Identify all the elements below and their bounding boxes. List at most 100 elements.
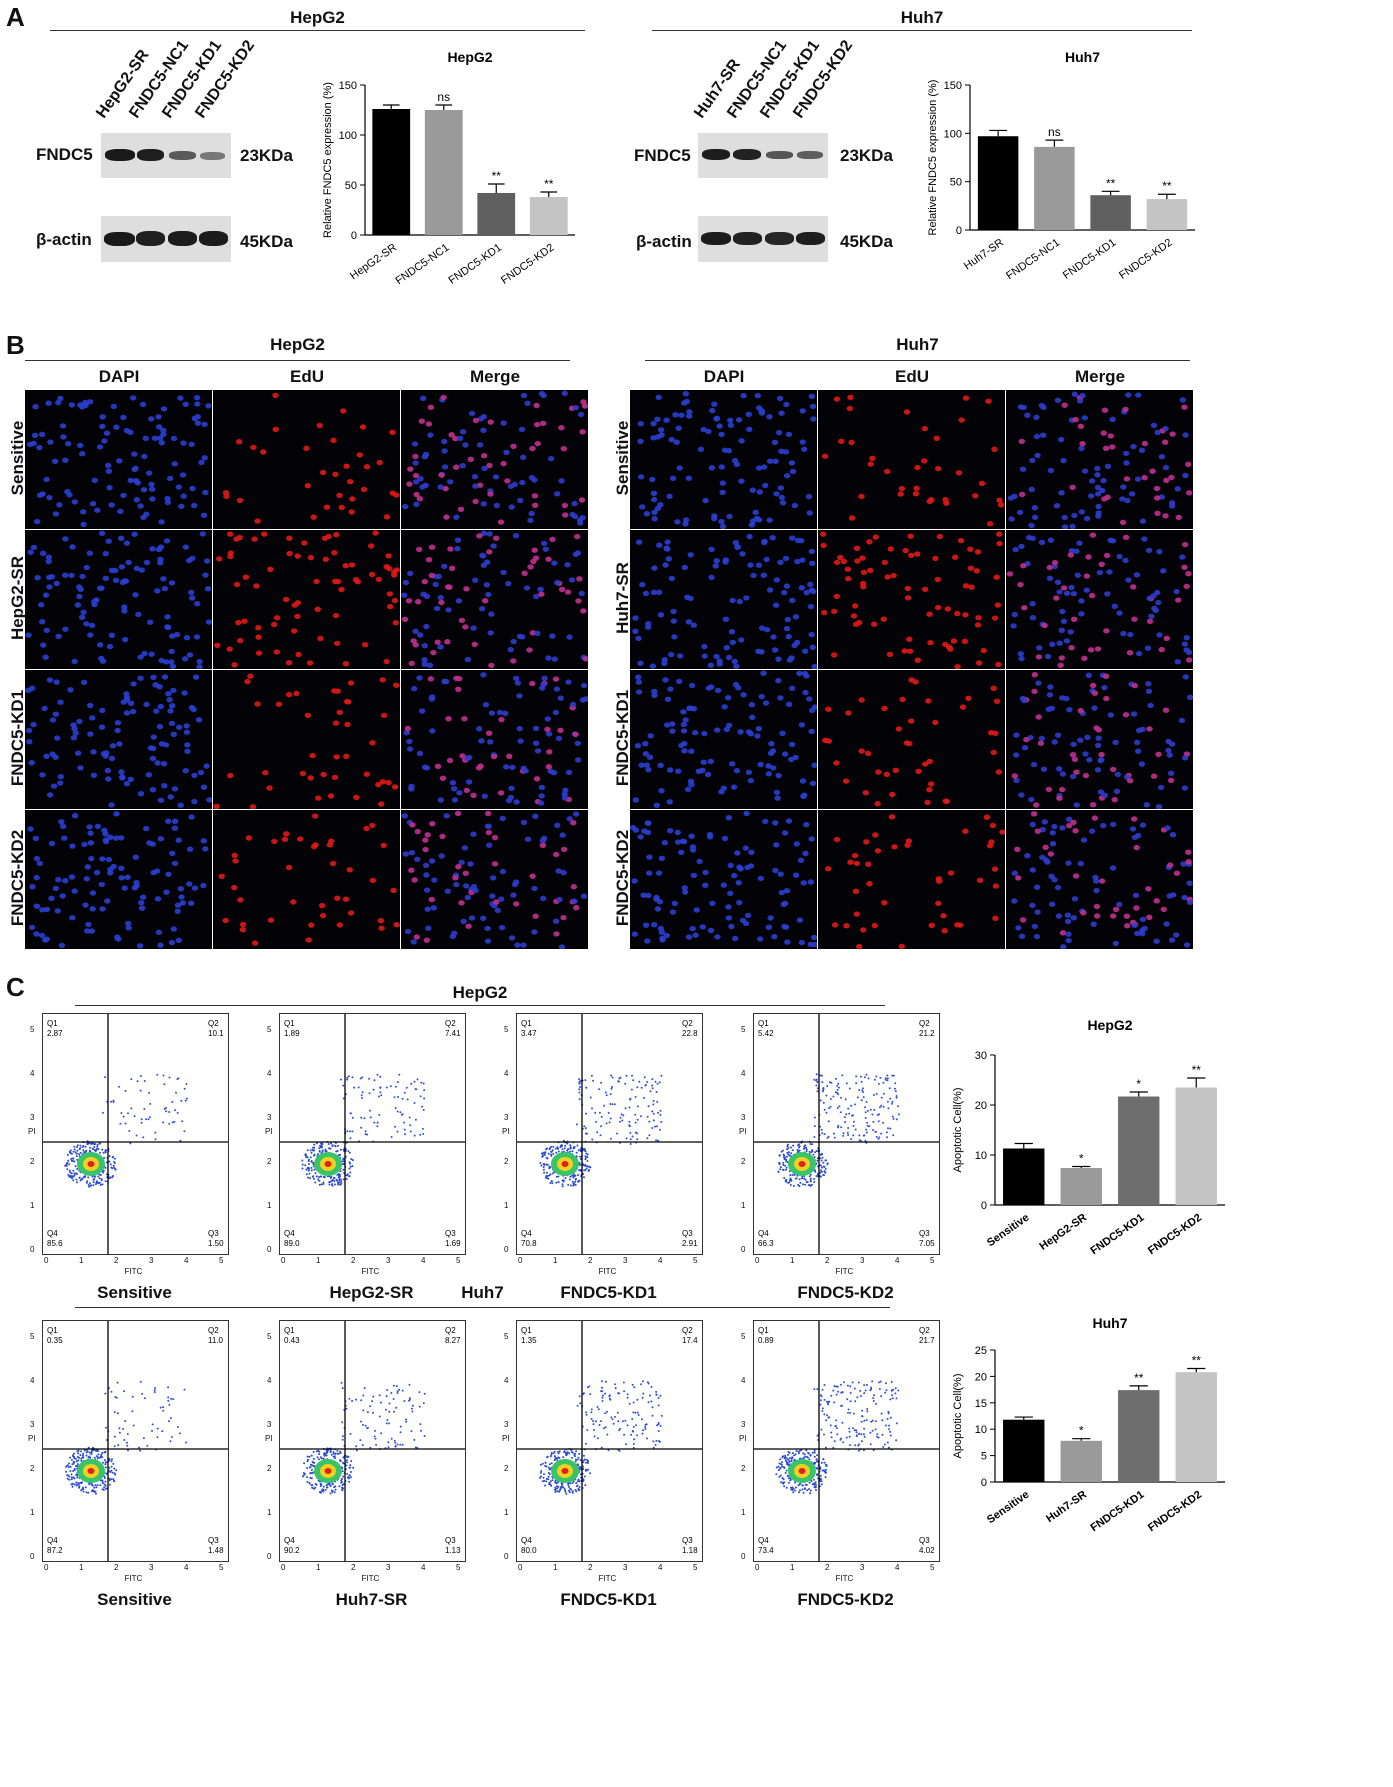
quadrant-name: Q2 <box>208 1019 219 1028</box>
flow-plot: Q1 2.87 Q2 10.1 Q3 1.50 Q4 85.6 <box>42 1013 229 1255</box>
flow-sample-label: FNDC5-KD1 <box>560 1590 657 1609</box>
hepg2-actin-blot <box>101 216 231 262</box>
significance-label: ** <box>1192 1353 1202 1367</box>
quadrant-name: Q1 <box>521 1019 532 1028</box>
flow-y-tick: 4 <box>504 1376 509 1385</box>
chart-title: HepG2 <box>1087 1017 1132 1033</box>
category-label: FNDC5-KD2 <box>1117 237 1174 282</box>
significance-label: ns <box>1048 125 1061 139</box>
flow-y-tick: 0 <box>30 1245 35 1254</box>
flow-x-tick: 5 <box>693 1256 698 1265</box>
micro-column-label: Merge <box>469 367 521 386</box>
flow-y-axis-label: PI <box>502 1127 510 1136</box>
quadrant-value: 85.6 <box>47 1239 63 1248</box>
cell-nuclei <box>1011 672 1193 809</box>
huh7-header-b: Huh7 <box>896 335 939 354</box>
quadrant-name: Q3 <box>445 1536 456 1545</box>
flow-y-tick: 4 <box>504 1069 509 1078</box>
hepg2-header-a: HepG2 <box>290 8 345 27</box>
flow-y-tick: 3 <box>267 1420 272 1429</box>
y-tick-label: 10 <box>975 1150 987 1162</box>
y-tick-label: 50 <box>950 177 962 189</box>
micro-column-label: Merge <box>1074 367 1126 386</box>
flow-y-tick: 2 <box>267 1464 272 1473</box>
flow-y-tick: 3 <box>741 1420 746 1429</box>
cell-nuclei <box>214 530 400 668</box>
bar <box>1060 1168 1102 1205</box>
cell-nuclei <box>825 814 1005 949</box>
quadrant-value: 80.0 <box>521 1546 537 1555</box>
flow-plot: Q1 0.89 Q2 21.7 Q3 4.02 Q4 73.4 <box>753 1320 940 1562</box>
flow-y-tick: 5 <box>741 1332 746 1341</box>
flow-sample-label: FNDC5-KD2 <box>797 1590 894 1609</box>
flow-sample-label: FNDC5-KD1 <box>560 1283 657 1302</box>
quadrant-name: Q4 <box>47 1536 58 1545</box>
flow-x-tick: 1 <box>790 1563 795 1572</box>
quadrant-name: Q2 <box>682 1326 693 1335</box>
flow-plot: Q1 3.47 Q2 22.8 Q3 2.91 Q4 70.8 <box>516 1013 703 1255</box>
quadrant-value: 90.2 <box>284 1546 300 1555</box>
flow-y-tick: 3 <box>504 1113 509 1122</box>
flow-y-tick: 3 <box>30 1420 35 1429</box>
flow-plot: Q1 0.35 Q2 11.0 Q3 1.48 Q4 87.2 <box>42 1320 229 1562</box>
flow-x-tick: 1 <box>553 1563 558 1572</box>
micrograph <box>818 390 1005 529</box>
bar <box>1146 199 1188 230</box>
hepg2-fndc5-size: 23KDa <box>240 146 293 165</box>
category-label: Sensitive <box>985 1489 1031 1527</box>
flow-x-tick: 5 <box>930 1563 935 1572</box>
bar <box>1060 1440 1102 1482</box>
flow-x-tick: 5 <box>219 1256 224 1265</box>
y-tick-label: 25 <box>975 1345 987 1357</box>
flow-x-axis-label: FITC <box>124 1267 143 1276</box>
quadrant-name: Q3 <box>682 1229 693 1238</box>
significance-label: ** <box>1134 1371 1144 1385</box>
quadrant-name: Q4 <box>521 1536 532 1545</box>
huh7-fndc5-blot <box>698 133 828 178</box>
micrograph <box>818 530 1005 669</box>
category-label: FNDC5-KD2 <box>1146 1489 1204 1535</box>
flow-y-tick: 4 <box>267 1376 272 1385</box>
flow-y-tick: 0 <box>267 1245 272 1254</box>
significance-label: ** <box>1192 1063 1202 1077</box>
quadrant-value: 1.69 <box>445 1239 461 1248</box>
flow-x-tick: 4 <box>895 1256 900 1265</box>
y-tick-label: 20 <box>975 1371 987 1383</box>
chart-title: Huh7 <box>1065 49 1100 65</box>
flow-x-tick: 2 <box>825 1256 830 1265</box>
category-label: HepG2-SR <box>1038 1212 1089 1253</box>
flow-x-tick: 0 <box>518 1563 523 1572</box>
flow-x-tick: 4 <box>421 1256 426 1265</box>
significance-label: * <box>1079 1424 1084 1438</box>
flow-y-tick: 0 <box>267 1552 272 1561</box>
cell-nuclei <box>822 677 1003 807</box>
micrograph <box>401 670 588 809</box>
header-line <box>75 1307 890 1308</box>
y-tick-label: 100 <box>339 130 357 142</box>
flow-plot: Q1 1.35 Q2 17.4 Q3 1.18 Q4 80.0 <box>516 1320 703 1562</box>
flow-x-tick: 4 <box>184 1563 189 1572</box>
flow-x-tick: 3 <box>386 1563 391 1572</box>
quadrant-value: 1.18 <box>682 1546 698 1555</box>
flow-y-tick: 1 <box>504 1508 509 1517</box>
quadrant-name: Q4 <box>284 1536 295 1545</box>
quadrant-value: 66.3 <box>758 1239 774 1248</box>
flow-x-tick: 1 <box>79 1563 84 1572</box>
quadrant-name: Q4 <box>758 1229 769 1238</box>
quadrant-value: 2.91 <box>682 1239 698 1248</box>
flow-x-tick: 0 <box>44 1256 49 1265</box>
quadrant-value: 0.43 <box>284 1336 300 1345</box>
quadrant-value: 4.02 <box>919 1546 935 1555</box>
cell-nuclei <box>401 810 588 949</box>
flow-y-tick: 3 <box>30 1113 35 1122</box>
micrograph <box>630 670 817 809</box>
micrograph <box>630 530 817 669</box>
y-tick-label: 150 <box>339 80 357 92</box>
quadrant-value: 70.8 <box>521 1239 537 1248</box>
header-line <box>50 30 585 31</box>
bar <box>424 110 463 235</box>
flow-x-tick: 5 <box>456 1256 461 1265</box>
header-line <box>645 360 1190 361</box>
